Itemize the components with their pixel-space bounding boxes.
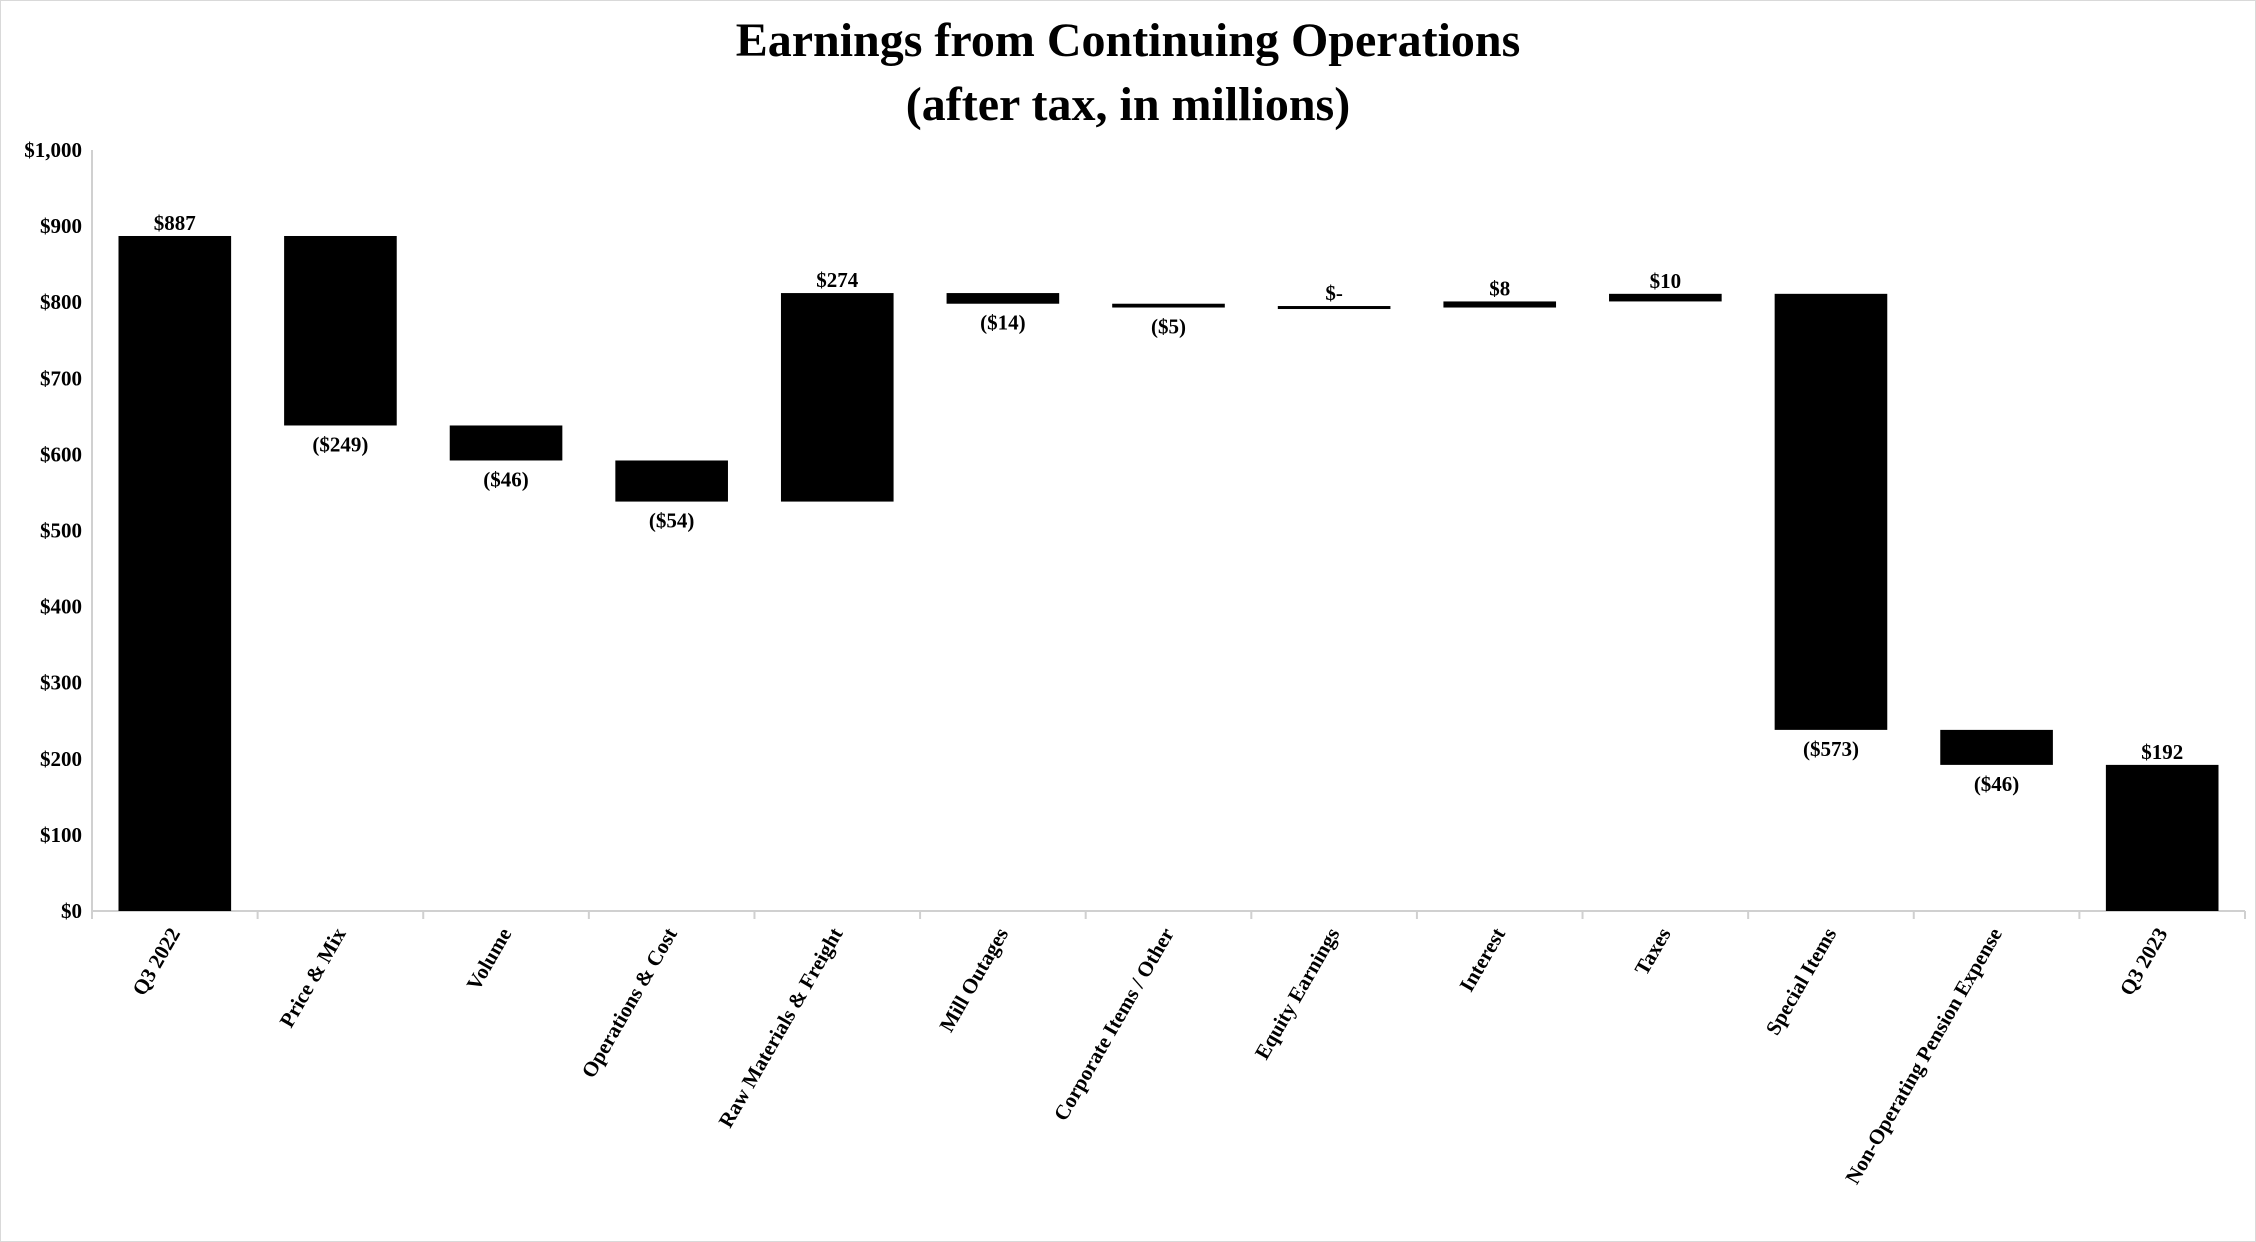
data-label: $192 — [2141, 740, 2183, 764]
data-label: ($46) — [1974, 772, 2020, 796]
data-label: ($249) — [312, 432, 368, 456]
bar — [1774, 293, 1888, 730]
y-tick-label: $600 — [40, 442, 82, 466]
y-tick-label: $300 — [40, 671, 82, 695]
bar — [1277, 306, 1391, 310]
y-tick-label: $400 — [40, 595, 82, 619]
y-tick-label: $0 — [61, 899, 82, 923]
data-label: ($54) — [649, 509, 695, 533]
y-tick-label: $100 — [40, 823, 82, 847]
bar — [1609, 293, 1722, 302]
bar — [615, 460, 728, 502]
y-tick-label: $900 — [40, 214, 82, 238]
y-tick-label: $800 — [40, 290, 82, 314]
bar — [946, 293, 1060, 304]
data-label: $274 — [816, 268, 859, 292]
bar — [2105, 764, 2219, 911]
data-label: ($5) — [1151, 315, 1186, 339]
bar — [449, 425, 563, 461]
chart-title: Earnings from Continuing Operations — [736, 14, 1521, 67]
bar — [1112, 303, 1225, 308]
data-label: $8 — [1489, 276, 1510, 300]
chart-subtitle: (after tax, in millions) — [906, 78, 1350, 131]
data-label: ($46) — [483, 467, 529, 491]
y-tick-label: $1,000 — [24, 138, 82, 162]
data-label: $887 — [154, 211, 196, 235]
data-label: $- — [1325, 281, 1343, 305]
y-tick-label: $200 — [40, 747, 82, 771]
data-label: ($573) — [1803, 737, 1859, 761]
bar — [780, 293, 894, 502]
bar — [284, 235, 397, 426]
bar — [1940, 729, 2053, 765]
y-tick-label: $500 — [40, 519, 82, 543]
data-label: $10 — [1650, 269, 1682, 293]
y-tick-label: $700 — [40, 366, 82, 390]
bar — [1443, 301, 1557, 308]
data-label: ($14) — [980, 311, 1026, 335]
bar — [118, 235, 232, 912]
